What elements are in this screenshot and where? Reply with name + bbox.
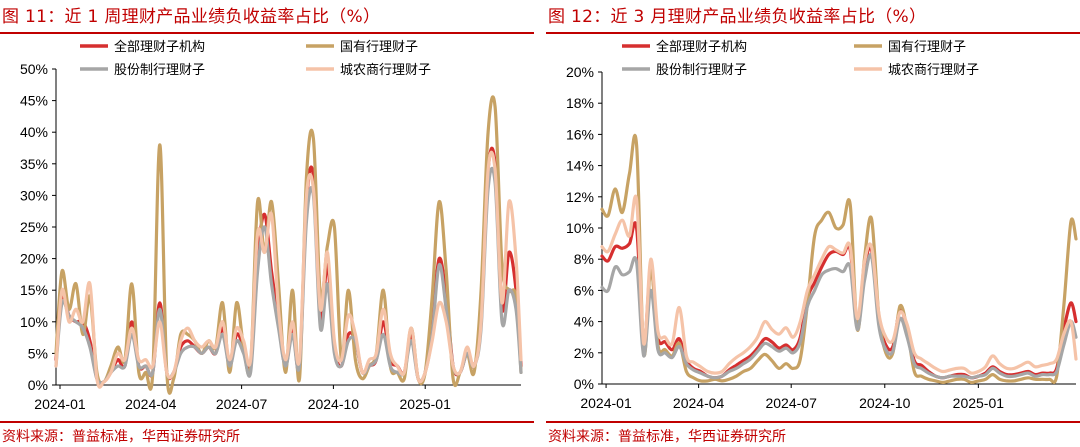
- y-tick-label: 0%: [28, 377, 48, 393]
- series-line-3: [600, 252, 1078, 380]
- title-rule: [546, 32, 1080, 34]
- series-line-2: [54, 95, 523, 395]
- source-rule: [546, 421, 1080, 423]
- legend-label: 城农商行理财子: [340, 63, 431, 78]
- x-tick-label: 2024-10: [308, 396, 360, 412]
- y-tick-label: 12%: [566, 189, 594, 205]
- y-tick-label: 10%: [566, 220, 594, 236]
- y-tick-label: 20%: [20, 251, 48, 267]
- source-note: 资料来源：普益标准，华西证券研究所: [548, 429, 786, 445]
- legend-label: 国有行理财子: [340, 40, 418, 55]
- x-tick-label: 2024-01: [34, 396, 86, 412]
- legend-label: 股份制行理财子: [656, 63, 747, 78]
- y-tick-label: 8%: [574, 251, 594, 267]
- legend-label: 国有行理财子: [888, 40, 966, 55]
- chart-panel-quarterly: 图 12：近 3 月理财产品业绩负收益率占比（%） 0% 2% 4% 6% 8% 10% 1…: [546, 0, 1080, 447]
- y-tick-label: 35%: [20, 156, 48, 172]
- y-tick-label: 10%: [20, 314, 48, 330]
- y-tick-label: 2%: [574, 345, 594, 361]
- legend-label: 股份制行理财子: [114, 63, 205, 78]
- y-tick-label: 45%: [20, 93, 48, 109]
- chart-title: 图 11：近 1 周理财产品业绩负收益率占比（%）: [2, 7, 381, 27]
- y-tick-label: 25%: [20, 219, 48, 235]
- legend-label: 全部理财子机构: [114, 39, 205, 55]
- chart-title: 图 12：近 3 月理财产品业绩负收益率占比（%）: [548, 7, 927, 27]
- series-line-4: [54, 150, 523, 389]
- series-group: [600, 134, 1078, 385]
- x-tick-label: 2024-10: [859, 395, 911, 411]
- title-rule: [0, 32, 534, 34]
- source-note: 资料来源：普益标准，华西证券研究所: [2, 429, 240, 445]
- y-tick-label: 5%: [28, 345, 48, 361]
- line-chart: 0% 2% 4% 6% 8% 10% 12% 14% 16% 18% 20% 2024-01 2024-…: [566, 39, 1078, 411]
- series-line-2: [600, 134, 1078, 385]
- series-group: [54, 95, 523, 395]
- y-tick-label: 30%: [20, 187, 48, 203]
- y-tick-label: 14%: [566, 158, 594, 174]
- series-line-4: [600, 194, 1078, 375]
- y-tick-label: 6%: [574, 282, 594, 298]
- x-tick-label: 2024-01: [580, 395, 632, 411]
- y-tick-label: 20%: [566, 64, 594, 80]
- x-tick-label: 2024-07: [216, 396, 268, 412]
- y-tick-label: 0%: [574, 376, 594, 392]
- legend-label: 城农商行理财子: [888, 63, 979, 78]
- y-tick-label: 4%: [574, 314, 594, 330]
- source-rule: [0, 421, 534, 423]
- x-tick-label: 2025-01: [953, 395, 1005, 411]
- x-tick-label: 2024-04: [125, 396, 177, 412]
- chart-panel-weekly: 图 11：近 1 周理财产品业绩负收益率占比（%） 0% 5% 10% 15% 20% 2…: [0, 0, 534, 447]
- line-chart: 0% 5% 10% 15% 20% 25% 30% 35% 40% 45% 50% 2024-01 20…: [20, 39, 523, 412]
- x-tick-label: 2024-04: [673, 395, 725, 411]
- y-tick-label: 16%: [566, 126, 594, 142]
- y-tick-label: 18%: [566, 95, 594, 111]
- legend-label: 全部理财子机构: [656, 39, 747, 55]
- y-tick-label: 50%: [20, 61, 48, 77]
- y-tick-label: 15%: [20, 282, 48, 298]
- y-tick-label: 40%: [20, 124, 48, 140]
- x-tick-label: 2025-01: [400, 396, 452, 412]
- x-tick-label: 2024-07: [765, 395, 817, 411]
